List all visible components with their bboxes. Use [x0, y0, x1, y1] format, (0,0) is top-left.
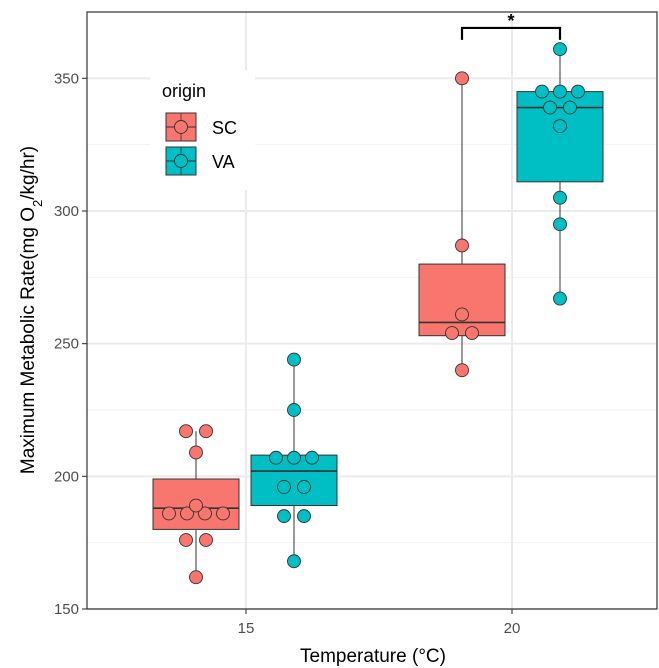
data-point-VA [553, 119, 567, 134]
data-point-SC [179, 424, 193, 439]
y-tick-label: 300 [54, 203, 79, 220]
y-axis: 150 200 250 300 350 [54, 70, 87, 618]
data-point-SC [216, 506, 230, 521]
data-point-VA [553, 190, 567, 205]
data-point-SC [455, 363, 469, 378]
data-point-SC [189, 570, 203, 585]
x-axis-title-unit: °C [418, 646, 439, 667]
x-tick-label: 15 [238, 620, 255, 637]
x-axis-title: Temperature (°C) [300, 646, 446, 667]
annotations: * [460, 11, 562, 40]
data-point-VA [297, 509, 311, 524]
significance-bracket [460, 26, 562, 40]
data-point-VA [287, 352, 301, 367]
panel-border [86, 11, 658, 610]
data-point-VA [543, 100, 557, 115]
legend: origin SC VA [150, 70, 255, 190]
y-axis-title-unit-post: /kg/hr) [18, 146, 39, 200]
x-tick-label: 20 [504, 620, 521, 637]
data-point-VA [571, 84, 585, 99]
data-point-VA [535, 84, 549, 99]
data-point-SC [162, 506, 176, 521]
box-VA-20 [516, 91, 604, 183]
x-axis: 15 20 [238, 609, 521, 637]
data-point-VA [269, 450, 283, 465]
points [162, 42, 585, 585]
data-point-SC [180, 506, 194, 521]
data-point-SC [465, 326, 479, 341]
data-point-VA [287, 554, 301, 569]
box-SC-20 [418, 263, 506, 337]
data-point-SC [445, 326, 459, 341]
legend-label-SC: SC [212, 118, 237, 138]
data-point-SC [179, 533, 193, 547]
data-point-VA [277, 509, 291, 524]
data-point-VA [553, 84, 567, 99]
data-point-VA [553, 217, 567, 232]
y-tick-label: 150 [54, 601, 79, 618]
data-point-SC [199, 533, 213, 547]
data-point-VA [277, 479, 291, 494]
y-tick-label: 350 [54, 70, 79, 87]
data-point-VA [287, 403, 301, 417]
data-point-SC [455, 238, 469, 253]
y-axis-title: Maximum Metabolic Rate(mg O2/kg/hr) [18, 146, 45, 474]
x-axis-title-close: ) [440, 646, 446, 667]
data-point-VA [305, 450, 319, 465]
legend-items: SC VA [165, 112, 237, 176]
y-tick-label: 250 [54, 336, 79, 353]
data-point-SC [189, 445, 203, 460]
data-point-VA [297, 479, 311, 494]
y-axis-title-main: Maximum Metabolic Rate [18, 260, 39, 474]
data-point-VA [553, 42, 567, 57]
data-point-SC [198, 506, 212, 521]
data-point-SC [189, 498, 203, 513]
legend-label-VA: VA [212, 152, 235, 172]
x-axis-title-main: Temperature ( [300, 646, 419, 667]
legend-key-point [174, 154, 188, 168]
y-tick-label: 200 [54, 468, 79, 485]
data-point-SC [199, 424, 213, 439]
data-point-VA [553, 291, 567, 306]
data-point-VA [563, 100, 577, 115]
data-point-VA [287, 450, 301, 465]
legend-key-point [174, 120, 188, 134]
legend-title: origin [162, 81, 206, 101]
data-point-SC [455, 71, 469, 86]
y-axis-title-unit-pre: (mg O [18, 207, 39, 260]
significance-label: * [507, 11, 514, 31]
data-point-SC [455, 307, 469, 322]
y-axis-title-unit-sub: 2 [30, 200, 45, 207]
